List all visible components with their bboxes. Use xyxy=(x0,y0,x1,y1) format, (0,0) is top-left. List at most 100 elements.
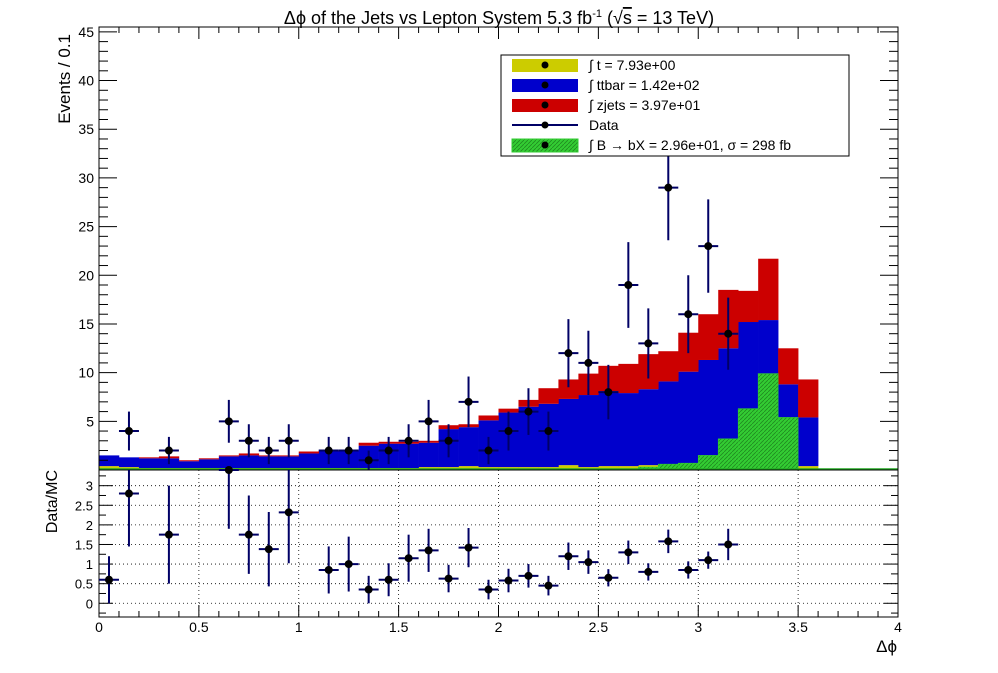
bar-zjets xyxy=(698,314,719,360)
ratio-point xyxy=(564,552,573,561)
bar-ttbar xyxy=(178,461,200,469)
bar-zjets xyxy=(478,415,499,421)
ratio-point xyxy=(604,573,613,582)
main-plot: 5 10 15 20 25 30 35 40 45 xyxy=(78,24,899,471)
x-tick-label: 0.5 xyxy=(189,619,209,635)
bar-ttbar xyxy=(218,456,240,469)
legend-label: ∫ zjets = 3.97e+01 xyxy=(588,97,700,113)
ratio-tick-label: 0.5 xyxy=(75,577,93,592)
data-point xyxy=(524,407,533,416)
data-point xyxy=(584,358,593,367)
bar-ttbar xyxy=(638,389,659,466)
chart-title: Δϕ of the Jets vs Lepton System 5.3 fb-1… xyxy=(284,8,714,28)
bar-zjets xyxy=(778,348,799,385)
ratio-point xyxy=(524,571,533,580)
ratio-point xyxy=(344,560,353,569)
x-tick-label: 1.5 xyxy=(389,619,409,635)
ratio-tick-label: 1.5 xyxy=(75,537,93,552)
y-tick-label: 25 xyxy=(78,219,94,235)
x-tick-label: 2.5 xyxy=(589,619,609,635)
y-tick-label: 10 xyxy=(78,365,94,381)
stacked-bars xyxy=(99,258,898,471)
ratio-point xyxy=(644,567,653,576)
legend-marker xyxy=(541,101,549,109)
x-tick-label: 1 xyxy=(295,619,303,635)
data-point xyxy=(504,427,513,436)
ratio-point xyxy=(324,565,333,574)
ratio-point xyxy=(404,554,413,563)
ratio-point xyxy=(124,489,133,498)
data-point xyxy=(384,446,393,455)
bar-ttbar xyxy=(458,427,479,467)
x-tick-label: 4 xyxy=(894,619,902,635)
bar-zjets xyxy=(618,363,639,394)
data-point xyxy=(544,427,553,436)
ratio-points xyxy=(99,466,739,604)
data-point xyxy=(244,436,253,445)
bar-ttbar xyxy=(518,406,539,468)
legend-label: ∫ ttbar = 1.42e+02 xyxy=(588,77,700,93)
bar-t xyxy=(99,466,120,470)
ratio-point xyxy=(224,466,233,474)
bar-t xyxy=(598,466,619,470)
bar-signal xyxy=(737,408,759,471)
ratio-tick-label: 1 xyxy=(86,557,93,572)
bar-signal xyxy=(757,373,779,471)
bar-ttbar xyxy=(278,456,300,469)
legend-label: ∫ t = 7.93e+00 xyxy=(588,57,676,73)
data-point xyxy=(704,242,713,251)
ratio-point xyxy=(484,585,493,594)
ratio-point xyxy=(284,508,293,517)
bar-signal xyxy=(777,417,799,471)
bar-ttbar xyxy=(678,371,699,468)
bar-t xyxy=(458,466,479,470)
ratio-point xyxy=(364,585,373,594)
ratio-point xyxy=(384,575,393,584)
ratio-point xyxy=(684,565,693,574)
ratio-point xyxy=(704,556,713,565)
x-tick-label: 3 xyxy=(694,619,702,635)
bar-zjets xyxy=(498,408,519,413)
data-point xyxy=(404,436,413,445)
data-point xyxy=(664,183,673,192)
bar-ttbar xyxy=(298,453,320,469)
data-point xyxy=(124,427,133,436)
bar-signal xyxy=(697,455,719,471)
ratio-axes: 0 0.5 1 1.5 2 2.5 3 0 0.5 1 1.5 2 2.5 3 3.5 4 xyxy=(75,475,902,635)
ratio-point xyxy=(464,543,473,552)
ratio-point xyxy=(424,546,433,555)
bar-zjets xyxy=(218,455,240,457)
bar-zjets xyxy=(798,379,819,418)
bar-ttbar xyxy=(598,391,619,467)
ratio-point xyxy=(244,530,253,539)
legend-marker xyxy=(541,141,549,149)
ratio-tick-label: 2 xyxy=(86,518,93,533)
y-tick-label: 30 xyxy=(78,170,94,186)
x-tick-label: 3.5 xyxy=(788,619,808,635)
ratio-plot: 0 0.5 1 1.5 2 2.5 3 0 0.5 1 1.5 2 2.5 3 3.5 4 xyxy=(75,466,902,635)
data-point xyxy=(624,281,633,290)
legend-marker xyxy=(541,81,549,89)
bar-t xyxy=(558,465,579,470)
x-tick-label: 2 xyxy=(495,619,503,635)
y-tick-label: 45 xyxy=(78,24,94,40)
x-axis-label: Δϕ xyxy=(876,637,897,656)
ratio-point xyxy=(504,576,513,585)
bar-ttbar xyxy=(578,395,599,468)
legend-label: ∫ B → bX = 2.96e+01, σ = 298 fb xyxy=(588,137,791,153)
bar-ttbar xyxy=(198,459,220,469)
ratio-point xyxy=(724,540,733,549)
ratio-tick-label: 2.5 xyxy=(75,498,93,513)
data-point xyxy=(444,436,453,445)
legend: ∫ t = 7.93e+00 ∫ ttbar = 1.42e+02 ∫ zjets … xyxy=(500,54,850,157)
ratio-grid xyxy=(99,470,898,617)
bar-ttbar xyxy=(558,398,579,466)
bar-t xyxy=(798,466,819,470)
data-point xyxy=(464,397,473,406)
legend-marker xyxy=(541,61,549,69)
ratio-point xyxy=(264,545,273,554)
x-tick-label: 0 xyxy=(95,619,103,635)
bar-ttbar xyxy=(658,381,679,466)
